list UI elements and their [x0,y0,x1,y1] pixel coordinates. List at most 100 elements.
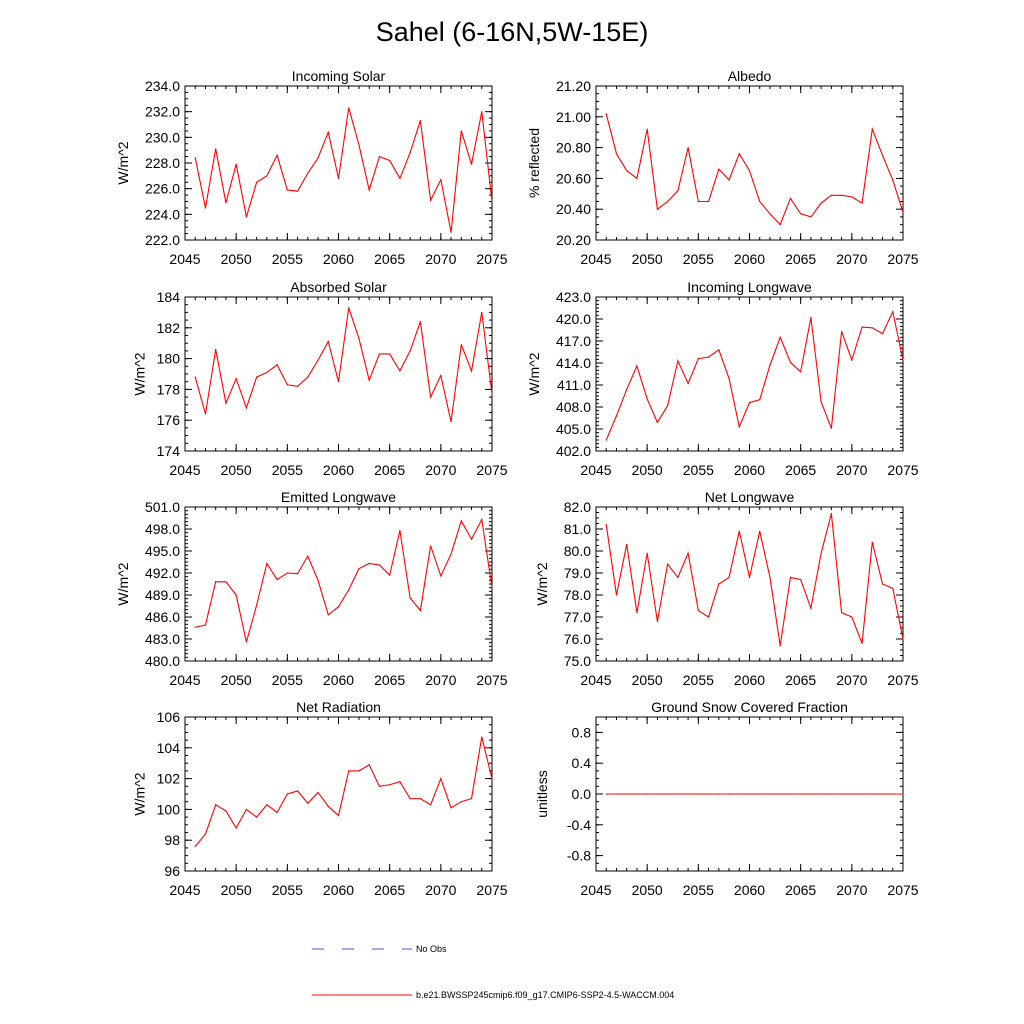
data-point [256,181,258,183]
data-point [389,159,391,162]
data-point [871,327,873,329]
x-tick-label: 2045 [580,672,611,688]
x-tick-label: 2060 [323,882,354,898]
data-point [881,583,884,585]
data-point [697,200,699,203]
x-tick-label: 2070 [425,882,456,898]
data-point [871,541,873,543]
panel-title: Emitted Longwave [281,489,396,505]
data-point [707,616,710,618]
data-point [636,793,638,795]
data-point [286,572,288,574]
data-point [481,736,483,738]
data-point [245,641,247,643]
data-point [225,810,227,812]
data-point [718,583,720,585]
x-tick-label: 2060 [323,672,354,688]
x-tick-label: 2065 [374,882,405,898]
data-point [470,370,473,372]
data-point [440,575,442,577]
data-point [194,845,196,847]
data-point [800,371,802,373]
x-tick-label: 2065 [785,462,816,478]
data-point [296,385,299,387]
data-point [491,778,493,780]
data-point [204,207,207,209]
data-point [830,427,832,429]
data-point [409,350,411,352]
data-point [368,379,370,381]
x-tick-label: 2045 [169,462,200,478]
data-point [871,128,873,130]
x-tick-label: 2055 [272,882,303,898]
data-point [748,170,751,172]
data-point [902,793,904,795]
data-point [245,407,247,409]
data-point [881,793,884,795]
data-point [276,811,278,814]
x-tick-label: 2065 [374,462,405,478]
y-tick-label: 106 [157,709,181,725]
x-tick-label: 2055 [272,462,303,478]
y-tick-label: -0.8 [567,848,591,864]
data-point [748,576,751,579]
y-tick-label: 0.8 [572,724,592,740]
data-point [789,361,792,363]
data-point [902,211,904,213]
y-tick-label: 180 [157,351,181,367]
series-line [605,309,904,441]
y-tick-label: 226.0 [145,181,180,197]
data-point [851,616,853,618]
data-point [327,805,329,807]
x-tick-label: 2060 [734,251,765,267]
y-tick-label: 98 [164,832,180,848]
x-tick-label: 2070 [425,462,456,478]
y-tick-label: 224.0 [145,206,180,222]
data-point [769,213,771,215]
y-tick-label: 423.0 [556,289,591,305]
x-tick-label: 2065 [374,672,405,688]
data-point [296,573,299,575]
data-point [348,589,350,591]
data-point [204,833,207,835]
data-point [225,402,227,404]
y-tick-label: 20.60 [556,170,591,186]
y-tick-label: 486.0 [145,609,180,625]
panel-title: Albedo [728,68,772,84]
data-point [626,793,628,795]
x-tick-label: 2045 [580,462,611,478]
data-point [286,384,288,386]
y-tick-label: -0.4 [567,817,591,833]
data-point [409,597,411,599]
y-tick-label: 501.0 [145,499,180,515]
data-point [419,609,421,612]
series-line [605,113,904,226]
x-tick-label: 2045 [169,882,200,898]
y-axis-label: W/m^2 [131,772,147,815]
data-point [841,330,843,333]
data-point [378,155,381,158]
y-tick-label: 232.0 [145,104,180,120]
data-point [769,793,771,795]
data-point [636,177,638,179]
y-tick-label: 483.0 [145,631,180,647]
data-point [399,370,401,372]
x-tick-label: 2055 [272,251,303,267]
data-point [861,793,863,795]
data-point [789,197,792,200]
y-tick-label: 417.0 [556,333,591,349]
data-point [460,801,462,803]
data-point [235,827,237,829]
data-point [626,388,628,390]
y-tick-label: 230.0 [145,129,180,145]
data-point [491,587,493,589]
data-point [266,804,268,806]
data-point [399,177,401,179]
data-point [667,200,669,203]
data-point [677,576,679,579]
data-point [256,376,258,378]
data-point [215,148,217,150]
x-tick-label: 2055 [683,672,714,688]
y-axis-label: W/m^2 [115,562,131,605]
data-point [615,793,618,795]
